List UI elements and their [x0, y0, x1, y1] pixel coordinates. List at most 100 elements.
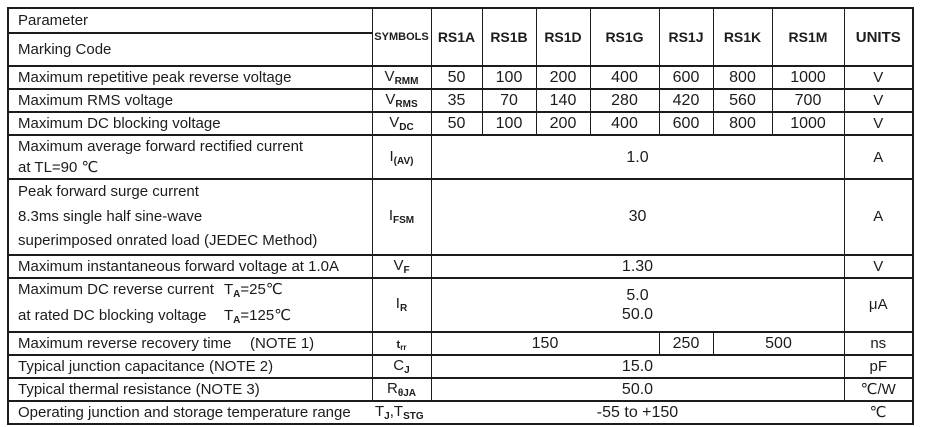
symbol-sub: RMM: [394, 76, 419, 87]
symbol-main: C: [393, 356, 405, 374]
param-line: Peak forward surge current: [18, 183, 199, 200]
unit-cell: V: [843, 111, 914, 136]
value-cell: 150: [430, 330, 660, 356]
symbol-main: V: [385, 91, 396, 108]
unit-cell: pF: [843, 353, 914, 379]
unit-cell: μA: [843, 276, 914, 333]
param-vrrm: Maximum repetitive peak reverse voltage: [7, 65, 373, 90]
symbol-rthja: RθJA: [371, 376, 432, 402]
value-cell: 50: [430, 65, 483, 90]
symbol-main: R: [386, 379, 398, 397]
value-line: 5.0: [626, 286, 649, 304]
symbol-main: T: [375, 402, 385, 420]
unit-cell: ns: [843, 330, 914, 356]
value-cell: 1.30: [430, 253, 845, 279]
param-line: at TL=90 ℃: [18, 159, 99, 176]
symbol-vdc: VDC: [371, 111, 432, 136]
value-cell: 100: [481, 65, 537, 90]
unit-cell: ℃: [844, 399, 913, 425]
row-vdc: Maximum DC blocking voltage VDC 50 100 2…: [7, 111, 914, 136]
value-cell: 15.0: [430, 353, 845, 379]
symbol-main: t: [396, 338, 401, 351]
symbol-sub: J: [384, 410, 390, 422]
condition-rest: =25℃: [240, 280, 283, 298]
symbol-ifsm: IFSM: [371, 178, 432, 256]
value-cell: 250: [658, 330, 714, 356]
value-cell: 1.0: [430, 134, 845, 180]
param-line: superimposed onrated load (JEDEC Method): [18, 232, 318, 249]
header-part-rs1g: RS1G: [589, 7, 660, 67]
condition: TA=25℃: [224, 280, 283, 305]
param-vf: Maximum instantaneous forward voltage at…: [7, 253, 373, 279]
symbol-sub: F: [403, 264, 410, 276]
header-part-rs1m: RS1M: [771, 7, 845, 67]
symbol-sub: STG: [403, 410, 424, 422]
value-cell: 400: [589, 65, 660, 90]
symbol-sub: FSM: [393, 215, 415, 227]
header-part-rs1b: RS1B: [481, 7, 537, 67]
value-cell: 400: [589, 111, 660, 136]
param-trr: Maximum reverse recovery time (NOTE 1): [7, 330, 373, 356]
condition-sub: A: [233, 314, 241, 326]
symbol-separator: ,: [389, 402, 394, 420]
symbol-trr: trr: [371, 330, 432, 356]
param-ir: Maximum DC reverse current TA=25℃ at rat…: [7, 276, 373, 333]
value-cell: 35: [430, 88, 483, 113]
value-cell: 70: [481, 88, 537, 113]
param-vrms: Maximum RMS voltage: [7, 88, 373, 113]
symbol-main: I: [389, 147, 394, 165]
symbol-vf: VF: [371, 253, 432, 279]
value-cell: 560: [712, 88, 773, 113]
symbol-sub: DC: [399, 122, 414, 133]
row-cj: Typical junction capacitance (NOTE 2) CJ…: [7, 353, 914, 379]
header-part-rs1k: RS1K: [712, 7, 773, 67]
symbol-sub: rr: [400, 342, 407, 352]
symbol-main: T: [393, 402, 404, 420]
value-cell: 1000: [771, 111, 845, 136]
value-cell: 140: [535, 88, 591, 113]
symbol-main: V: [393, 256, 404, 274]
param-rthja: Typical thermal resistance (NOTE 3): [7, 376, 373, 402]
condition-sub: A: [233, 288, 241, 300]
symbol-sub: J: [404, 364, 410, 376]
value-cell: 800: [712, 111, 773, 136]
symbol-main: V: [384, 68, 395, 85]
row-vrms: Maximum RMS voltage VRMS 35 70 140 280 4…: [7, 88, 914, 113]
value-cell: 50: [430, 111, 483, 136]
value-cell: 700: [771, 88, 845, 113]
datasheet-ratings-sheet: Parameter SYMBOLS RS1A RS1B RS1D RS1G RS…: [7, 7, 914, 425]
value-line: 50.0: [621, 305, 654, 323]
unit-cell: V: [843, 88, 914, 113]
row-rthja: Typical thermal resistance (NOTE 3) RθJA…: [7, 376, 914, 402]
condition-rest: =125℃: [240, 306, 292, 324]
row-iav: Maximum average forward rectified curren…: [7, 134, 914, 180]
header-row-marking-code: Marking Code: [7, 32, 913, 67]
param-cj: Typical junction capacitance (NOTE 2): [7, 353, 373, 379]
header-parameter: Parameter: [7, 7, 373, 34]
value-cell: 600: [658, 111, 714, 136]
header-part-rs1j: RS1J: [658, 7, 714, 67]
header-part-rs1d: RS1D: [535, 7, 591, 67]
unit-cell: V: [843, 253, 914, 279]
row-tjtstg: Operating junction and storage temperatu…: [8, 399, 913, 425]
unit-cell: A: [843, 178, 914, 256]
symbol-main: I: [388, 207, 394, 225]
row-ifsm: Peak forward surge current 8.3ms single …: [7, 178, 914, 256]
value-cell: 50.0: [430, 376, 845, 402]
param-line: at rated DC blocking voltage TA=125℃: [18, 305, 371, 330]
value-cell: 420: [658, 88, 714, 113]
header-row-parameter: Parameter SYMBOLS RS1A RS1B RS1D RS1G RS…: [7, 7, 914, 67]
unit-cell: V: [843, 65, 914, 90]
value-cell: 200: [535, 65, 591, 90]
header-units: UNITS: [843, 7, 914, 67]
maximum-ratings-table: Parameter SYMBOLS RS1A RS1B RS1D RS1G RS…: [7, 7, 914, 425]
header-marking-code: Marking Code: [7, 32, 373, 67]
header-symbols: SYMBOLS: [371, 7, 432, 67]
value-cell: 1000: [771, 65, 845, 90]
unit-cell: ℃/W: [843, 376, 914, 402]
value-cell: 800: [712, 65, 773, 90]
symbol-sub: (AV): [393, 155, 414, 167]
value-cell: 500: [712, 330, 845, 356]
param-vdc: Maximum DC blocking voltage: [7, 111, 373, 136]
value-cell: 600: [658, 65, 714, 90]
